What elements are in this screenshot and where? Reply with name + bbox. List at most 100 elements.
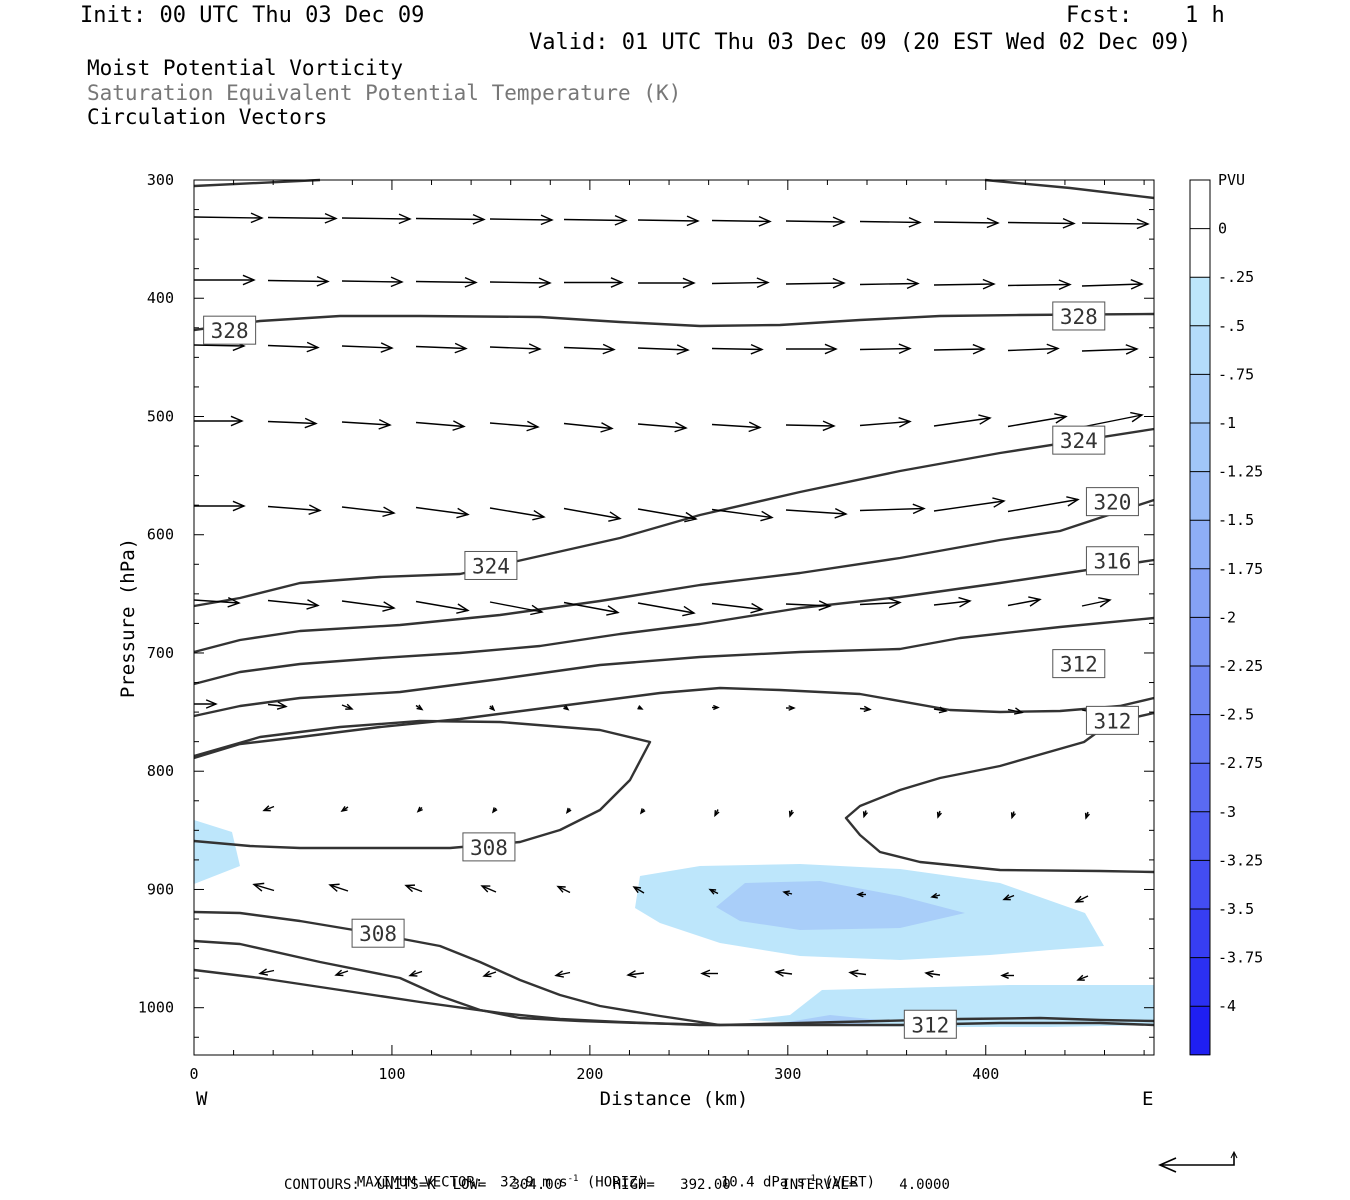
circulation-vector — [856, 891, 866, 898]
circulation-vector — [341, 703, 354, 710]
colorbar-swatch — [1190, 957, 1210, 1007]
colorbar-swatch — [1190, 1006, 1210, 1056]
circulation-vector — [859, 597, 902, 609]
contour-label: 308 — [462, 832, 516, 862]
circulation-vector — [848, 969, 867, 978]
circulation-vectors — [193, 212, 1150, 981]
axes: 300 400 500 600 700 800 900 1000 0 100 200 300 400 — [138, 171, 1154, 1083]
colorbar-swatch — [1190, 471, 1210, 521]
circulation-vector — [711, 277, 770, 289]
contour-label: 324 — [464, 550, 518, 580]
circulation-vector — [480, 885, 497, 893]
circulation-vector — [933, 706, 948, 714]
circulation-vector — [1007, 279, 1072, 290]
circulation-vector — [933, 414, 992, 427]
circulation-vector — [859, 278, 920, 290]
contour-label: 308 — [351, 918, 405, 948]
contour-label: 312 — [1052, 649, 1106, 679]
circulation-vector — [788, 809, 794, 818]
colorbar-swatch — [1190, 228, 1210, 278]
svg-text:312: 312 — [1060, 653, 1098, 677]
circulation-vector — [711, 343, 764, 355]
colorbar-swatch — [1190, 617, 1210, 667]
circulation-vector — [262, 805, 275, 812]
x-tick-label: 0 — [189, 1065, 198, 1083]
circulation-vector — [785, 507, 848, 519]
circulation-vector — [404, 884, 423, 893]
circulation-vector — [194, 699, 218, 709]
circulation-vector — [785, 600, 832, 611]
x-tick-label: 300 — [774, 1065, 801, 1083]
circulation-vector — [637, 602, 696, 617]
x-tick-label: 400 — [972, 1065, 999, 1083]
theta-es-contour — [193, 178, 321, 188]
colorbar-swatch — [1190, 860, 1210, 910]
colorbar-swatch — [1190, 568, 1210, 618]
x-east-label: E — [1142, 1088, 1153, 1110]
circulation-vector — [862, 810, 868, 819]
circulation-vector — [194, 500, 246, 512]
svg-text:316: 316 — [1093, 550, 1131, 574]
colorbar-label: -.5 — [1218, 317, 1245, 335]
colorbar-swatch — [1190, 325, 1210, 375]
x-axis-title: Distance (km) — [600, 1088, 749, 1110]
circulation-vector — [637, 421, 688, 433]
circulation-vector — [637, 705, 644, 710]
circulation-vector — [1081, 344, 1139, 355]
contour-info: CONTOURS: UNITS=K LOW= 304.00 HIGH= 392.… — [284, 1177, 950, 1193]
y-tick-label: 700 — [147, 644, 174, 662]
circulation-vector — [859, 217, 922, 228]
theta-es-contour — [193, 427, 1155, 608]
colorbar-label: -2 — [1218, 608, 1236, 626]
circulation-vector — [193, 212, 264, 224]
circulation-vector — [714, 809, 720, 818]
circulation-vector — [194, 274, 256, 286]
plot-frame — [193, 179, 1155, 1056]
contour-label: 324 — [1052, 425, 1106, 455]
title-vectors: Circulation Vectors — [87, 105, 328, 129]
circulation-vector — [1000, 972, 1014, 979]
contour-label: 328 — [203, 315, 257, 345]
circulation-vector — [785, 216, 846, 228]
y-tick-label: 300 — [147, 171, 174, 189]
circulation-vector — [1010, 811, 1016, 820]
circulation-vector — [563, 215, 628, 226]
circulation-vector — [563, 343, 616, 355]
circulation-vector — [1007, 707, 1024, 715]
circulation-vector — [341, 600, 396, 612]
circulation-vector — [415, 704, 424, 711]
colorbar-unit: PVU — [1218, 171, 1245, 189]
mpv-shaded-region — [748, 985, 1154, 1027]
svg-text:328: 328 — [1060, 305, 1098, 329]
circulation-vector — [489, 214, 554, 226]
circulation-vector — [637, 344, 690, 355]
circulation-vector — [416, 806, 423, 813]
circulation-vector — [267, 276, 330, 287]
circulation-vector — [930, 892, 941, 899]
theta-es-contour — [193, 910, 721, 1027]
circulation-vector — [415, 600, 470, 614]
circulation-vector — [933, 497, 1006, 512]
y-axis-title: Pressure (hPa) — [117, 538, 139, 698]
circulation-vector — [933, 596, 972, 608]
colorbar-label: -.25 — [1218, 268, 1254, 286]
circulation-vector — [415, 342, 468, 354]
svg-text:312: 312 — [911, 1013, 949, 1037]
circulation-vector — [415, 214, 486, 225]
colorbar-label: -2.75 — [1218, 754, 1263, 772]
valid-time: Valid: 01 UTC Thu 03 Dec 09 (20 EST Wed … — [529, 30, 1192, 55]
circulation-vector — [341, 213, 412, 225]
mpv-shading — [194, 820, 1154, 1027]
svg-text:308: 308 — [470, 836, 508, 860]
circulation-vector — [711, 602, 764, 614]
circulation-vector — [267, 701, 288, 710]
circulation-vector — [859, 705, 872, 713]
fcst-label: Fcst: — [1066, 3, 1133, 28]
theta-es-contour — [193, 558, 1155, 686]
circulation-vector — [341, 419, 392, 430]
colorbar-swatch — [1190, 277, 1210, 327]
circulation-vector — [1084, 811, 1090, 820]
circulation-vector — [340, 806, 349, 812]
x-west-label: W — [196, 1088, 208, 1110]
